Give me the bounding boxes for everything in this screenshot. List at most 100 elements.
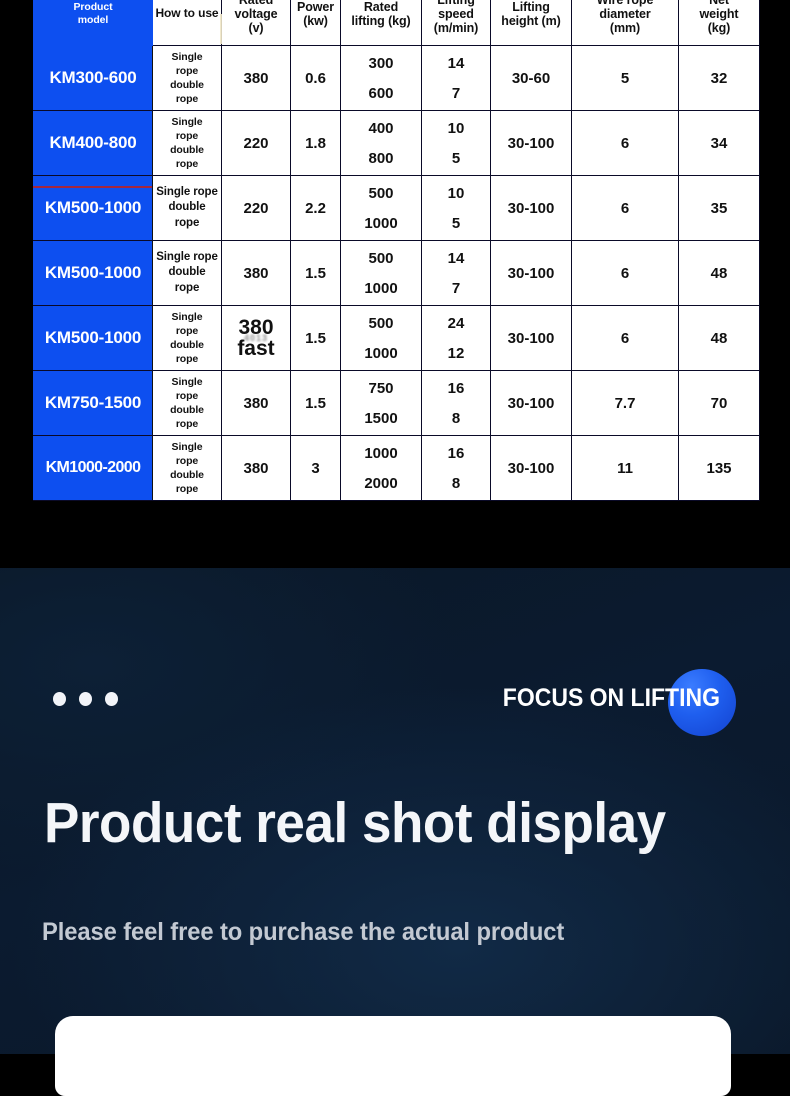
header-line: diameter [599,7,651,21]
real-shot-banner [0,568,790,1054]
col-header-net-weight: Net weight (kg) [678,0,760,46]
cell-rated-voltage: 380 [221,370,291,436]
product-spec-table: Product model How to use Rated voltage (… [33,0,760,501]
cell-lifting-height: 30-100 [490,435,572,501]
col-header-how-to-use: How to use [152,0,222,46]
col-header-wire-rope-diameter: Wire rope diameter (mm) [571,0,679,46]
table-row: KM500-1000 Single rope double rope 380 1… [33,240,760,306]
value-line: 10 [447,184,465,202]
cell-lifting-speed: 24 12 [421,305,491,371]
cell-net-weight: 48 [678,240,760,306]
value-line: 5 [451,149,461,167]
use-line: Single [171,375,203,388]
cell-net-weight: 32 [678,45,760,111]
cell-product-model: KM300-600 [33,45,153,111]
cell-how-to-use: Single rope double rope [152,45,222,111]
col-header-lifting-speed: Lifting speed (m/min) [421,0,491,46]
value-line: 1000 [364,444,398,462]
use-line: double [170,404,204,416]
header-line: (kw) [303,14,328,28]
cell-how-to-use: Single rope double rope [152,305,222,371]
use-line: double [168,266,206,279]
cell-wire-rope-diameter: 6 [571,305,679,371]
cell-rated-voltage: 380 [221,240,291,306]
use-line: double [170,469,204,481]
banner-headline: Product real shot display [44,791,666,855]
col-header-power: Power (kw) [290,0,341,46]
cell-product-model: KM500-1000 [33,240,153,306]
blue-circle-decoration [668,669,736,736]
table-row: KM400-800 Single rope double rope 220 1.… [33,110,760,176]
use-line: rope [175,129,199,142]
use-line: double [170,79,204,91]
banner-subline: Please feel free to purchase the actual … [42,918,565,946]
table-header-row: Product model How to use Rated voltage (… [33,0,760,46]
cell-product-model: KM1000-2000 [33,435,153,501]
cell-rated-lifting: 400 800 [340,110,422,176]
header-line: Rated [238,0,274,7]
value-line: 7 [451,279,461,297]
value-line: 12 [447,344,465,362]
decorative-dots [53,692,118,706]
header-line: model [77,14,109,26]
col-header-rated-lifting: Rated lifting (kg) [340,0,422,46]
value-line: 14 [447,54,465,72]
value-line: 8 [451,409,461,427]
cell-net-weight: 70 [678,370,760,436]
header-line: (kg) [707,21,731,35]
cell-power: 0.6 [290,45,341,111]
value-line: 750 [368,379,394,397]
table-row: KM1000-2000 Single rope double rope 380 … [33,435,760,501]
row-marker-line [33,186,152,188]
cell-rated-lifting: 500 1000 [340,305,422,371]
cell-how-to-use: Single rope double rope [152,435,222,501]
value-line: 5 [451,214,461,232]
cell-net-weight: 48 [678,305,760,371]
voltage-qualifier: fast [237,337,275,360]
cell-wire-rope-diameter: 6 [571,175,679,241]
cell-how-to-use: Single rope double rope [152,110,222,176]
header-line: How to use [155,6,219,21]
table-row: KM300-600 Single rope double rope 380 0.… [33,45,760,111]
use-line: double [170,339,204,351]
dot-icon [79,692,92,706]
table-row: KM500-1000 Single rope double rope 380 f… [33,305,760,371]
cell-lifting-speed: 10 5 [421,110,491,176]
cell-rated-voltage: 380 fast 4013 [221,305,291,371]
cell-wire-rope-diameter: 5 [571,45,679,111]
cell-rated-lifting: 500 1000 [340,175,422,241]
voltage-line: 380 [238,315,274,339]
use-line: rope [175,418,199,431]
cell-rated-lifting: 500 1000 [340,240,422,306]
use-line: Single rope [156,185,218,198]
value-line: 1000 [364,344,398,362]
spec-table-section: Product model How to use Rated voltage (… [33,0,760,501]
value-line: 2000 [364,474,398,492]
header-divider-mark [220,14,222,44]
cell-how-to-use: Single rope double rope [152,240,222,306]
use-line: Single [171,440,203,453]
use-line: rope [175,389,199,402]
value-line: 500 [368,249,394,267]
product-photo-card [55,1016,731,1096]
value-line: 1000 [364,214,398,232]
use-line: rope [175,93,199,106]
header-line: Wire rope [596,0,654,7]
cell-lifting-height: 30-100 [490,370,572,436]
value-line: 16 [447,379,465,397]
voltage-fast-value: 380 fast [222,315,290,360]
cell-wire-rope-diameter: 6 [571,110,679,176]
use-line: rope [174,281,200,294]
use-line: rope [175,353,199,366]
cell-wire-rope-diameter: 6 [571,240,679,306]
cell-lifting-speed: 16 8 [421,370,491,436]
banner-tagline: FOCUS ON LIFTING [502,684,720,712]
cell-rated-voltage: 380 [221,435,291,501]
cell-lifting-height: 30-100 [490,240,572,306]
header-line: (v) [248,21,264,35]
cell-wire-rope-diameter: 7.7 [571,370,679,436]
value-line: 1500 [364,409,398,427]
dot-icon [105,692,118,706]
header-line: (mm) [609,21,641,35]
header-line: Lifting [512,0,550,14]
